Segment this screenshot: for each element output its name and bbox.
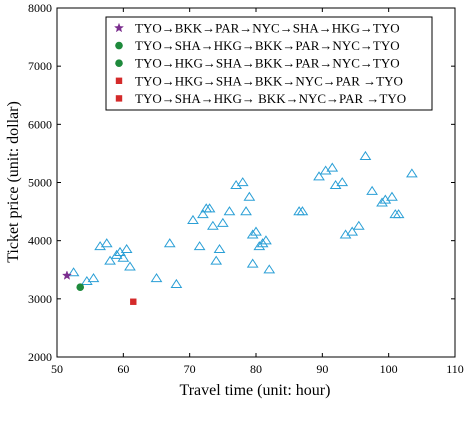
data-point-triangle xyxy=(193,241,206,251)
tick-labels: 50 60 70 80 90 100 110 2000 3000 4000 5000 6000 7000… xyxy=(28,1,464,376)
data-point-triangle xyxy=(256,238,269,248)
legend-box xyxy=(105,16,433,111)
data-point-triangle xyxy=(110,249,123,259)
x-tick-label: 60 xyxy=(117,362,129,376)
data-point-triangle xyxy=(346,226,359,236)
data-point-triangle xyxy=(240,206,252,216)
data-point-triangle xyxy=(263,264,276,274)
data-point-triangle xyxy=(296,206,309,216)
legend-entry: TYO→SHA→HKG→ BKK→NYC→PAR →TYO xyxy=(135,91,406,106)
legend-marker-circle xyxy=(115,41,123,50)
data-point-triangle xyxy=(359,150,372,160)
data-point-triangle xyxy=(326,162,339,172)
plot-area xyxy=(56,7,456,358)
y-tick-label: 2000 xyxy=(28,350,52,364)
data-point-triangle xyxy=(124,261,136,271)
x-tick-label: 110 xyxy=(446,362,464,376)
data-point-triangle xyxy=(213,243,226,254)
legend-marker-square xyxy=(115,77,123,84)
data-point-triangle xyxy=(87,273,100,283)
data-point-star xyxy=(61,270,73,280)
data-point-triangle xyxy=(163,238,176,248)
x-tick-label: 80 xyxy=(250,362,262,376)
data-point-square xyxy=(130,298,137,305)
data-point-triangle xyxy=(236,177,249,187)
y-tick-label: 3000 xyxy=(28,292,52,306)
y-tick-label: 4000 xyxy=(28,234,52,248)
data-point-triangle xyxy=(243,191,256,201)
data-point-triangle xyxy=(246,229,259,239)
data-point-triangle xyxy=(187,214,199,224)
data-point-triangle xyxy=(67,267,80,277)
data-point-triangle xyxy=(352,220,365,230)
data-point-triangle xyxy=(150,273,163,283)
data-point-circle xyxy=(76,283,85,292)
data-point-triangle xyxy=(253,241,266,251)
y-tick-label: 6000 xyxy=(28,117,52,131)
data-point-triangle xyxy=(250,226,262,236)
data-point-triangle xyxy=(392,209,405,219)
legend-entry: TYO→HKG→SHA→BKK→NYC→PAR →TYO xyxy=(135,73,403,88)
data-point-triangle xyxy=(170,278,183,288)
data-point-triangle xyxy=(216,217,229,227)
data-point-triangle xyxy=(406,168,418,178)
data-point-triangle xyxy=(117,252,130,262)
data-point-triangle xyxy=(313,171,325,181)
data-point-triangle xyxy=(207,220,219,230)
data-point-triangle xyxy=(210,255,223,265)
legend: TYO→BKK→PAR→NYC→SHA→HKG→TYO TYO→SHA→HKG→B… xyxy=(105,16,433,111)
x-tick-label: 70 xyxy=(184,362,196,376)
x-tick-label: 50 xyxy=(51,362,63,376)
y-axis-label: Ticket price (unit: dollar) xyxy=(5,101,22,263)
legend-entry: TYO→HKG→SHA→BKK→PAR→NYC→TYO xyxy=(135,56,400,71)
data-point-triangle xyxy=(336,177,349,187)
legend-marker-circle xyxy=(115,59,123,67)
data-point-triangle xyxy=(246,258,259,268)
x-axis-label: Travel time (unit: hour) xyxy=(180,382,331,399)
x-tick-label: 90 xyxy=(316,362,328,376)
data-point-triangle xyxy=(260,235,272,245)
y-tick-label: 7000 xyxy=(28,59,52,73)
legend-marker-square xyxy=(115,95,123,102)
data-point-triangle xyxy=(223,206,236,216)
legend-entry: TYO→BKK→PAR→NYC→SHA→HKG→TYO xyxy=(135,21,400,36)
x-tick-label: 100 xyxy=(380,362,398,376)
data-point-triangle xyxy=(366,185,378,195)
data-point-triangle xyxy=(120,243,133,254)
data-point-triangle xyxy=(203,203,216,213)
legend-marker-star xyxy=(113,22,125,33)
data-point-triangle xyxy=(104,255,116,265)
data-point-triangle xyxy=(376,197,388,207)
data-point-triangle xyxy=(386,191,398,201)
data-point-triangle xyxy=(197,209,209,219)
y-tick-label: 8000 xyxy=(28,1,52,15)
legend-entry: TYO→SHA→HKG→BKK→PAR→NYC→TYO xyxy=(135,38,400,53)
y-tick-label: 5000 xyxy=(28,176,52,190)
data-point-triangle xyxy=(100,238,113,248)
